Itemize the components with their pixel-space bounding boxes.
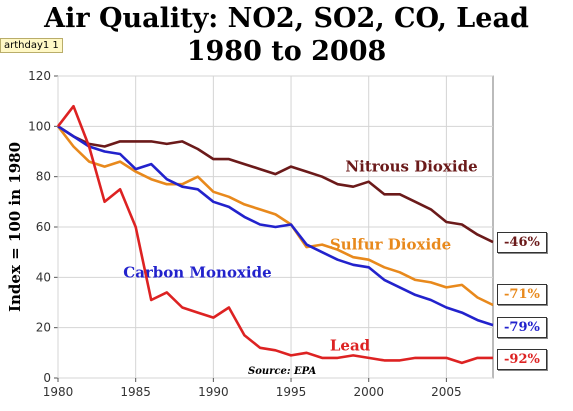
x-tick-label: 2000 [353,385,384,399]
y-axis-label: Index = 100 in 1980 [6,142,24,312]
end-label: -46% [497,232,547,253]
end-label: -92% [497,349,547,370]
y-tick-label: 100 [28,119,51,133]
y-tick-label: 60 [36,220,51,234]
y-tick-label: 80 [36,170,51,184]
source-note: Source: EPA [248,366,316,377]
y-tick-label: 40 [36,270,51,284]
series-label: Lead [330,336,371,354]
chart-title-line1: Air Quality: NO2, SO2, CO, Lead [44,3,529,34]
x-tick-label: 1995 [276,385,307,399]
series-label: Carbon Monoxide [123,263,271,281]
y-tick-label: 20 [36,321,51,335]
x-tick-label: 1985 [120,385,151,399]
x-tick-label: 2005 [431,385,462,399]
browser-tooltip: arthday1 1 [0,38,63,53]
chart-subtitle: 1980 to 2008 [186,36,387,67]
end-label: -79% [497,317,547,338]
series-line [56,104,493,365]
x-tick-label: 1990 [198,385,229,399]
y-tick-label: 0 [43,371,51,385]
series-line [57,125,494,244]
end-label: -71% [497,284,547,305]
series-line [56,125,494,307]
series-line [57,125,494,327]
y-tick-label: 120 [28,69,51,83]
series-label: Nitrous Dioxide [345,158,477,176]
chart-title: Air Quality: NO2, SO2, CO, Lead 1980 to … [0,2,573,68]
x-tick-label: 1980 [43,385,74,399]
series-label: Sulfur Dioxide [330,236,451,254]
